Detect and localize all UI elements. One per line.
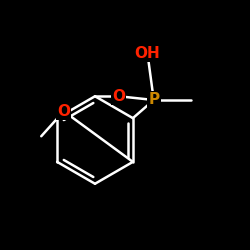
Text: O: O — [57, 104, 70, 119]
Text: O: O — [112, 89, 125, 104]
Text: P: P — [148, 92, 159, 108]
Text: OH: OH — [134, 46, 160, 61]
